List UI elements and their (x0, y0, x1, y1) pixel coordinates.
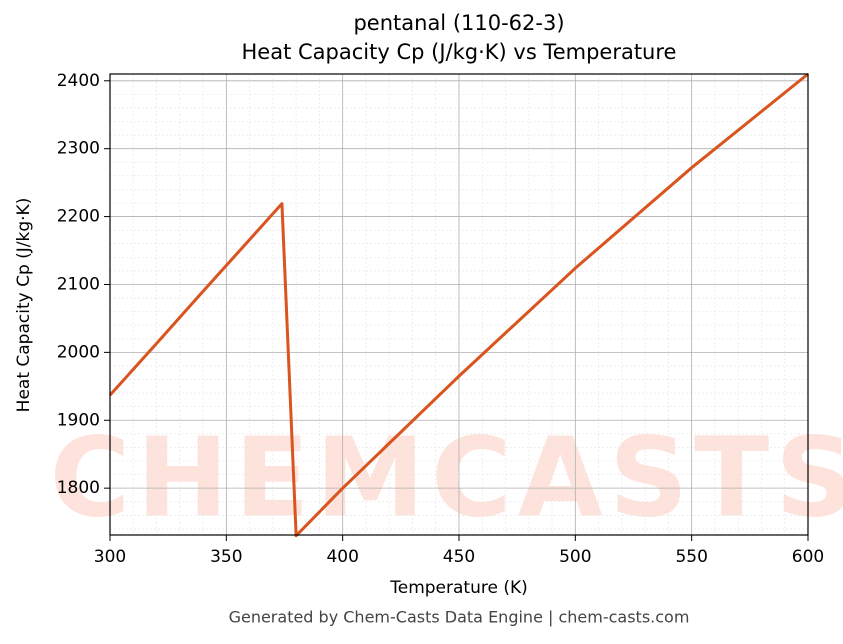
y-tick-label: 2200 (57, 207, 100, 227)
chart-subtitle: Heat Capacity Cp (J/kg·K) vs Temperature (242, 40, 677, 64)
x-tick-label: 400 (326, 547, 358, 567)
x-tick-label: 350 (210, 547, 242, 567)
plot-frame (109, 73, 809, 536)
y-tick-label: 2400 (57, 71, 100, 91)
data-line (108, 72, 809, 538)
watermark: CHEMCASTS (50, 413, 843, 541)
footer: Generated by Chem-Casts Data Engine | ch… (229, 608, 690, 627)
y-tick-label: 2100 (57, 274, 100, 294)
y-tick-label: 2000 (57, 342, 100, 362)
x-tick-label: 600 (792, 547, 824, 567)
x-tick-label: 550 (675, 547, 707, 567)
y-tick-label: 1800 (57, 478, 100, 498)
chart-title: pentanal (110-62-3) (353, 11, 564, 35)
x-tick-label: 450 (443, 547, 475, 567)
x-tick-label: 300 (94, 547, 126, 567)
x-axis-label: Temperature (K) (389, 578, 528, 598)
y-axis-label: Heat Capacity Cp (J/kg·K) (14, 198, 34, 413)
x-tick-label: 500 (559, 547, 591, 567)
y-tick-label: 1900 (57, 410, 100, 430)
y-tick-label: 2300 (57, 139, 100, 159)
